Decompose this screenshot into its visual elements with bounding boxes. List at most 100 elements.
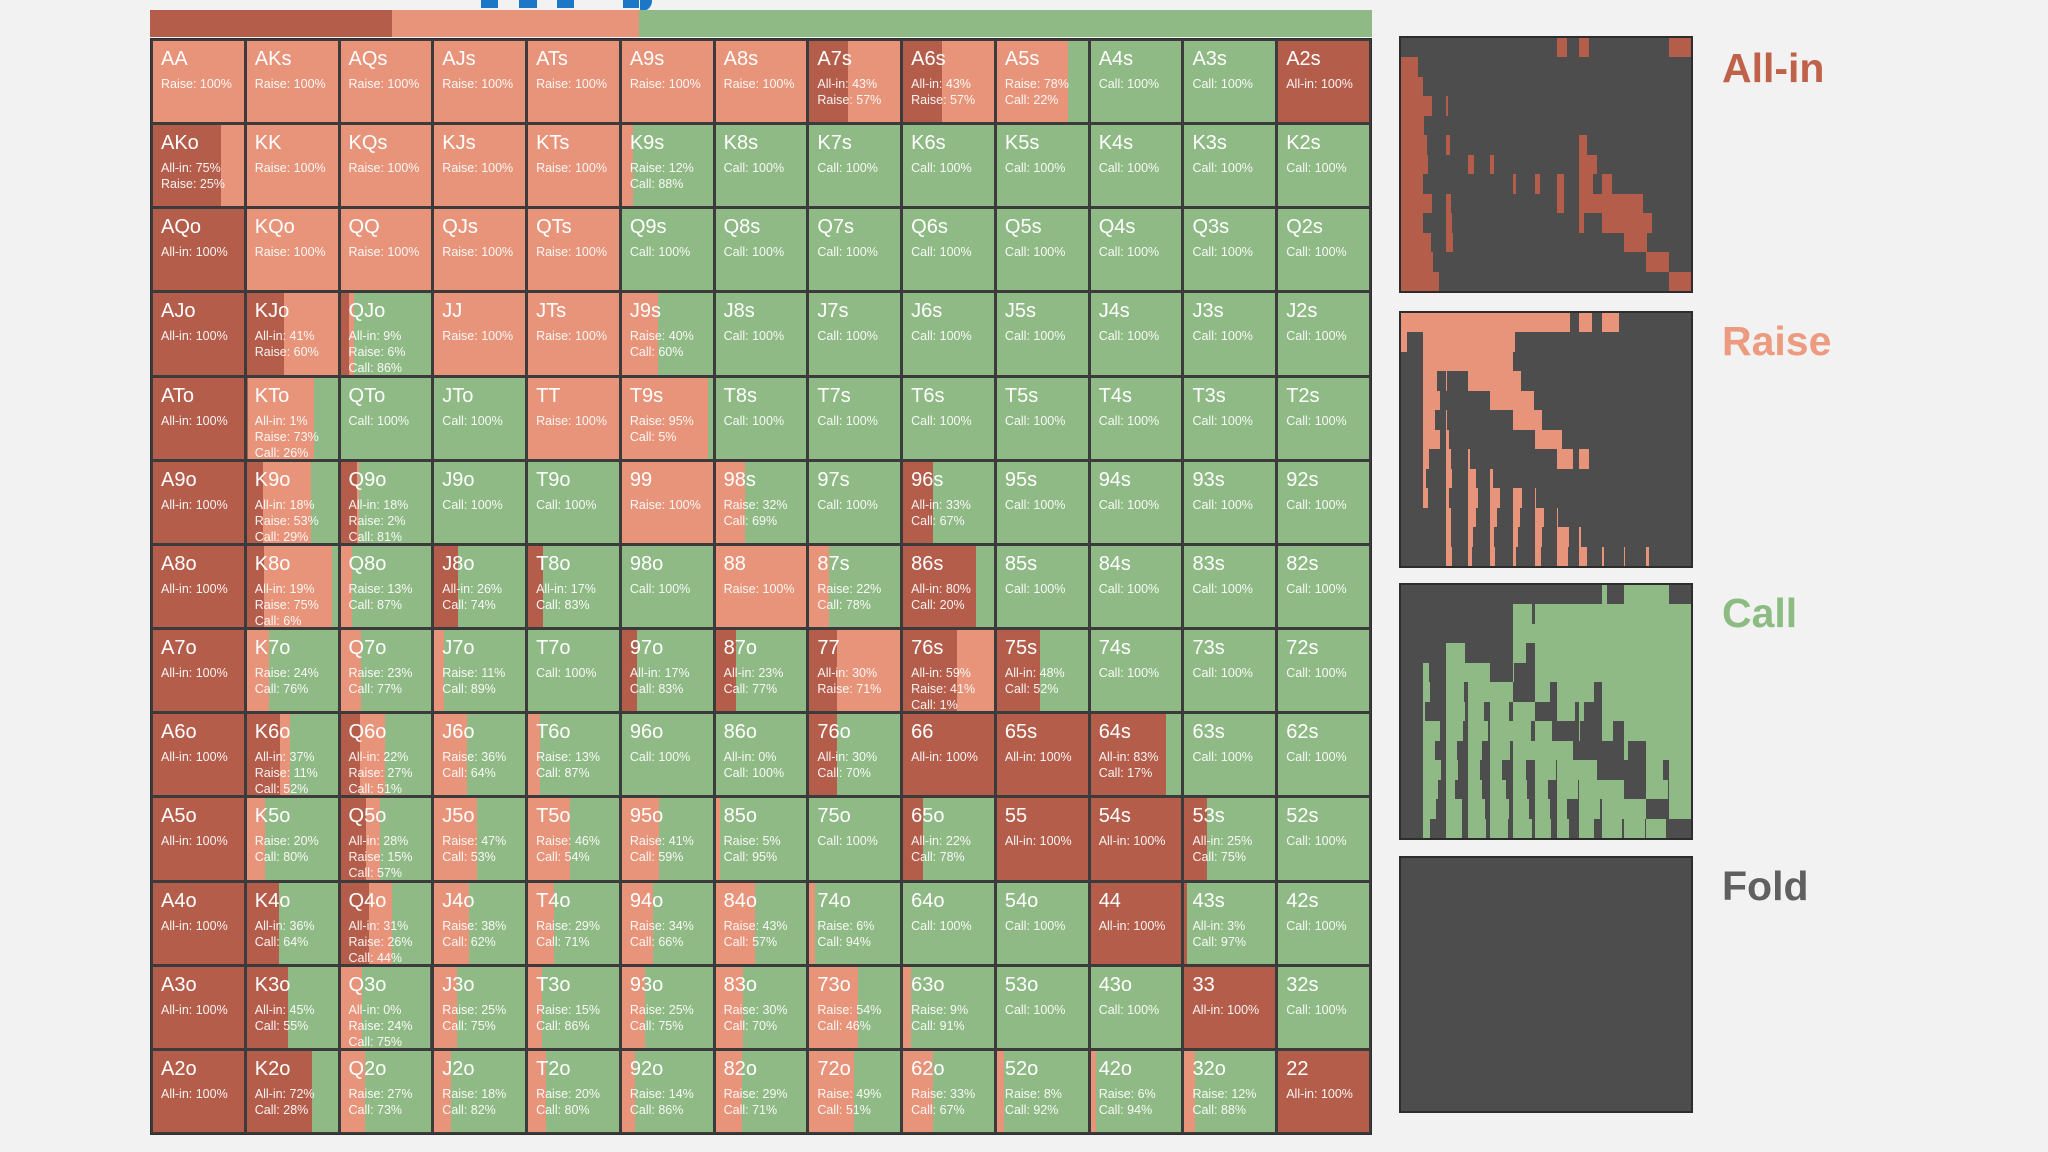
- range-cell[interactable]: Q5o All-in: 28% Raise: 15% Call: 57%: [340, 798, 432, 880]
- range-cell[interactable]: K6o All-in: 37% Raise: 11% Call: 52%: [246, 714, 338, 796]
- range-cell[interactable]: QTo Call: 100%: [340, 377, 432, 459]
- range-cell[interactable]: 32s Call: 100%: [1278, 966, 1369, 1048]
- range-cell[interactable]: 75o Call: 100%: [809, 798, 901, 880]
- range-cell[interactable]: 65s All-in: 100%: [996, 714, 1088, 796]
- range-cell[interactable]: AA Raise: 100%: [153, 41, 244, 123]
- range-cell[interactable]: J3o Raise: 25% Call: 75%: [434, 966, 526, 1048]
- range-cell[interactable]: J7s Call: 100%: [809, 293, 901, 375]
- range-cell[interactable]: JTs Raise: 100%: [528, 293, 619, 375]
- range-cell[interactable]: T8s Call: 100%: [715, 377, 807, 459]
- range-cell[interactable]: K3o All-in: 45% Call: 55%: [246, 966, 338, 1048]
- range-cell[interactable]: T4s Call: 100%: [1090, 377, 1182, 459]
- range-cell[interactable]: J8o All-in: 26% Call: 74%: [434, 545, 526, 628]
- range-cell[interactable]: QTs Raise: 100%: [528, 209, 619, 291]
- range-cell[interactable]: A7s All-in: 43% Raise: 57%: [809, 41, 901, 123]
- range-cell[interactable]: Q2o Raise: 27% Call: 73%: [340, 1050, 432, 1132]
- range-cell[interactable]: A6s All-in: 43% Raise: 57%: [903, 41, 994, 123]
- range-cell[interactable]: K6s Call: 100%: [903, 125, 994, 207]
- range-cell[interactable]: 82o Raise: 29% Call: 71%: [715, 1050, 807, 1132]
- range-cell[interactable]: 72s Call: 100%: [1278, 630, 1369, 712]
- range-cell[interactable]: 84o Raise: 43% Call: 57%: [715, 882, 807, 964]
- range-cell[interactable]: 95s Call: 100%: [996, 461, 1088, 543]
- range-cell[interactable]: 86o All-in: 0% Call: 100%: [715, 714, 807, 796]
- range-cell[interactable]: 73o Raise: 54% Call: 46%: [809, 966, 901, 1048]
- range-cell[interactable]: Q4s Call: 100%: [1090, 209, 1182, 291]
- range-cell[interactable]: KTs Raise: 100%: [528, 125, 619, 207]
- range-cell[interactable]: 85s Call: 100%: [996, 545, 1088, 628]
- range-cell[interactable]: A3s Call: 100%: [1184, 41, 1276, 123]
- range-cell[interactable]: AQs Raise: 100%: [340, 41, 432, 123]
- range-cell[interactable]: 77 All-in: 30% Raise: 71%: [809, 630, 901, 712]
- range-cell[interactable]: AKo All-in: 75% Raise: 25%: [153, 125, 244, 207]
- range-cell[interactable]: 76o All-in: 30% Call: 70%: [809, 714, 901, 796]
- range-cell[interactable]: 62s Call: 100%: [1278, 714, 1369, 796]
- range-cell[interactable]: J4s Call: 100%: [1090, 293, 1182, 375]
- range-cell[interactable]: T9s Raise: 95% Call: 5%: [621, 377, 713, 459]
- range-cell[interactable]: 83s Call: 100%: [1184, 545, 1276, 628]
- range-cell[interactable]: 52s Call: 100%: [1278, 798, 1369, 880]
- range-cell[interactable]: A5s Raise: 78% Call: 22%: [996, 41, 1088, 123]
- range-cell[interactable]: KK Raise: 100%: [246, 125, 338, 207]
- range-cell[interactable]: A5o All-in: 100%: [153, 798, 244, 880]
- range-cell[interactable]: 75s All-in: 48% Call: 52%: [996, 630, 1088, 712]
- range-cell[interactable]: Q8o Raise: 13% Call: 87%: [340, 545, 432, 628]
- range-cell[interactable]: K9s Raise: 12% Call: 88%: [621, 125, 713, 207]
- range-cell[interactable]: 87o All-in: 23% Call: 77%: [715, 630, 807, 712]
- range-cell[interactable]: J4o Raise: 38% Call: 62%: [434, 882, 526, 964]
- range-cell[interactable]: K8s Call: 100%: [715, 125, 807, 207]
- range-cell[interactable]: 72o Raise: 49% Call: 51%: [809, 1050, 901, 1132]
- range-cell[interactable]: 96s All-in: 33% Call: 67%: [903, 461, 994, 543]
- range-cell[interactable]: 44 All-in: 100%: [1090, 882, 1182, 964]
- range-cell[interactable]: A6o All-in: 100%: [153, 714, 244, 796]
- range-cell[interactable]: KQs Raise: 100%: [340, 125, 432, 207]
- range-cell[interactable]: T2s Call: 100%: [1278, 377, 1369, 459]
- range-cell[interactable]: Q5s Call: 100%: [996, 209, 1088, 291]
- range-cell[interactable]: K3s Call: 100%: [1184, 125, 1276, 207]
- range-cell[interactable]: Q2s Call: 100%: [1278, 209, 1369, 291]
- range-cell[interactable]: T5o Raise: 46% Call: 54%: [528, 798, 619, 880]
- range-cell[interactable]: 42s Call: 100%: [1278, 882, 1369, 964]
- range-cell[interactable]: J2o Raise: 18% Call: 82%: [434, 1050, 526, 1132]
- range-cell[interactable]: 65o All-in: 22% Call: 78%: [903, 798, 994, 880]
- range-cell[interactable]: A8s Raise: 100%: [715, 41, 807, 123]
- range-cell[interactable]: T8o All-in: 17% Call: 83%: [528, 545, 619, 628]
- range-cell[interactable]: T3s Call: 100%: [1184, 377, 1276, 459]
- range-cell[interactable]: Q9o All-in: 18% Raise: 2% Call: 81%: [340, 461, 432, 543]
- range-cell[interactable]: AJs Raise: 100%: [434, 41, 526, 123]
- range-cell[interactable]: J7o Raise: 11% Call: 89%: [434, 630, 526, 712]
- range-cell[interactable]: QQ Raise: 100%: [340, 209, 432, 291]
- range-cell[interactable]: J6o Raise: 36% Call: 64%: [434, 714, 526, 796]
- range-cell[interactable]: J9s Raise: 40% Call: 60%: [621, 293, 713, 375]
- range-cell[interactable]: K5s Call: 100%: [996, 125, 1088, 207]
- range-cell[interactable]: ATs Raise: 100%: [528, 41, 619, 123]
- range-cell[interactable]: T6s Call: 100%: [903, 377, 994, 459]
- range-cell[interactable]: 93o Raise: 25% Call: 75%: [621, 966, 713, 1048]
- range-cell[interactable]: 86s All-in: 80% Call: 20%: [903, 545, 994, 628]
- range-cell[interactable]: 33 All-in: 100%: [1184, 966, 1276, 1048]
- range-cell[interactable]: A9o All-in: 100%: [153, 461, 244, 543]
- range-cell[interactable]: 96o Call: 100%: [621, 714, 713, 796]
- range-cell[interactable]: K7o Raise: 24% Call: 76%: [246, 630, 338, 712]
- range-cell[interactable]: T3o Raise: 15% Call: 86%: [528, 966, 619, 1048]
- range-cell[interactable]: 43s All-in: 3% Call: 97%: [1184, 882, 1276, 964]
- range-cell[interactable]: T5s Call: 100%: [996, 377, 1088, 459]
- range-cell[interactable]: Q6s Call: 100%: [903, 209, 994, 291]
- range-cell[interactable]: 43o Call: 100%: [1090, 966, 1182, 1048]
- range-cell[interactable]: T7o Call: 100%: [528, 630, 619, 712]
- range-cell[interactable]: 94o Raise: 34% Call: 66%: [621, 882, 713, 964]
- range-cell[interactable]: 74s Call: 100%: [1090, 630, 1182, 712]
- range-cell[interactable]: K4o All-in: 36% Call: 64%: [246, 882, 338, 964]
- range-cell[interactable]: 82s Call: 100%: [1278, 545, 1369, 628]
- range-cell[interactable]: J5s Call: 100%: [996, 293, 1088, 375]
- range-cell[interactable]: 54s All-in: 100%: [1090, 798, 1182, 880]
- range-cell[interactable]: 88 Raise: 100%: [715, 545, 807, 628]
- range-cell[interactable]: J9o Call: 100%: [434, 461, 526, 543]
- range-cell[interactable]: J5o Raise: 47% Call: 53%: [434, 798, 526, 880]
- range-cell[interactable]: KQo Raise: 100%: [246, 209, 338, 291]
- range-cell[interactable]: 74o Raise: 6% Call: 94%: [809, 882, 901, 964]
- range-cell[interactable]: 73s Call: 100%: [1184, 630, 1276, 712]
- range-cell[interactable]: T2o Raise: 20% Call: 80%: [528, 1050, 619, 1132]
- range-cell[interactable]: K9o All-in: 18% Raise: 53% Call: 29%: [246, 461, 338, 543]
- range-cell[interactable]: 92o Raise: 14% Call: 86%: [621, 1050, 713, 1132]
- range-cell[interactable]: 53o Call: 100%: [996, 966, 1088, 1048]
